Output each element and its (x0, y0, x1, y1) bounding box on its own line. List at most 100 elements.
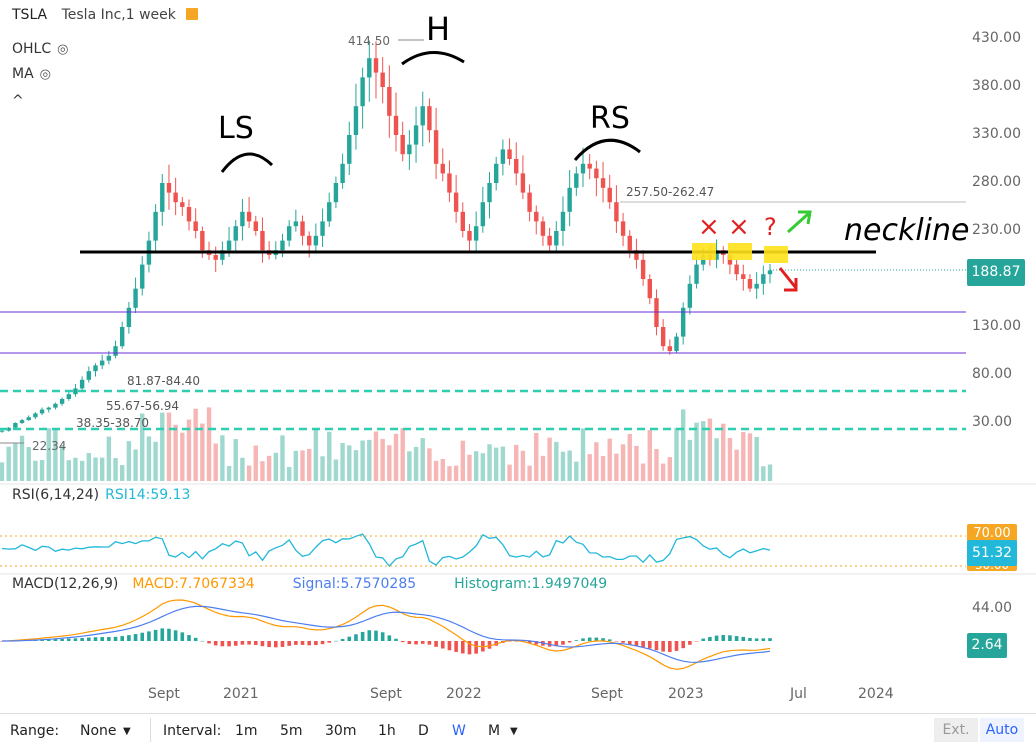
price-tick-label: 80.00 (972, 366, 1013, 382)
volume-bar (153, 441, 158, 481)
interval-d[interactable]: D (418, 723, 429, 739)
eye-hidden-icon[interactable]: ◎ (39, 66, 51, 82)
histogram-bar (207, 641, 211, 644)
histogram-bar (594, 637, 599, 641)
histogram-bar (461, 641, 465, 654)
details-icon[interactable] (186, 8, 199, 20)
collapse-icon[interactable]: ^ (12, 93, 24, 109)
candle-body (120, 327, 125, 347)
ma-indicator[interactable]: MA ◎ (12, 66, 51, 82)
rsi-current-badge: 51.32 (967, 540, 1017, 566)
histogram-bar (233, 641, 238, 646)
volume-bar (26, 447, 31, 481)
volume-bar (734, 449, 739, 481)
histogram-bar (247, 641, 251, 645)
candle-body (226, 240, 232, 251)
chevron-down-icon[interactable]: ▼ (510, 726, 518, 737)
candle-body (500, 149, 506, 164)
interval-30m[interactable]: 30m (325, 723, 357, 739)
price-chart[interactable]: 414.50 257.50-262.47 81.87-84.40 55.67-56.9… (0, 0, 1036, 713)
candle-body (307, 235, 312, 246)
candle-body (460, 211, 465, 231)
volume-bar (173, 424, 178, 481)
volume-bar (507, 464, 512, 481)
candle-body (654, 298, 659, 327)
candle-body (387, 87, 392, 116)
histogram-bar (307, 641, 311, 646)
histogram-bar (173, 630, 178, 641)
macd-label: MACD(12,26,9) (12, 576, 119, 592)
volume-bar (413, 446, 419, 481)
up-arrow (786, 210, 812, 234)
interval-1m[interactable]: 1m (235, 723, 258, 739)
volume-bar (453, 465, 459, 481)
eye-hidden-icon[interactable]: ◎ (57, 41, 69, 57)
volume-bar (73, 457, 78, 481)
interval-w[interactable]: W (452, 723, 466, 739)
symbol-label: TSLA (12, 7, 48, 23)
histogram-bar (728, 635, 732, 641)
rsi-pane (0, 533, 966, 567)
time-tick-label: 2023 (668, 686, 704, 702)
histogram-bar (554, 641, 559, 647)
candle-body (140, 264, 145, 289)
candle-body (754, 283, 759, 289)
candle-body (734, 264, 739, 275)
candle-body (93, 365, 98, 372)
histogram-bar (133, 634, 138, 641)
volume-bar (393, 433, 399, 481)
volume-bar (767, 464, 773, 481)
volume-bar (140, 413, 145, 481)
interval-m[interactable]: M (488, 723, 501, 739)
volume-bar (654, 449, 659, 481)
histogram-bar (147, 631, 151, 641)
candle-body (327, 202, 332, 222)
candle-body (614, 202, 619, 222)
candle-body (741, 274, 746, 279)
x-mark: × (728, 212, 750, 242)
range-select[interactable]: None (80, 723, 117, 739)
candle-body (193, 221, 198, 231)
candle-body (627, 235, 632, 251)
volume-bar (600, 455, 606, 481)
histogram-bar (434, 641, 438, 647)
histogram-bar (741, 636, 746, 641)
candle-body (213, 255, 218, 260)
candle-body (286, 226, 292, 241)
volume-bar (193, 408, 198, 481)
interval-5m[interactable]: 5m (280, 723, 303, 739)
histogram-bar (527, 641, 532, 644)
histogram-bar (607, 639, 612, 641)
volume-bar (6, 446, 11, 481)
volume-bar (206, 407, 212, 481)
candle-body (580, 163, 586, 174)
candle-body (694, 264, 699, 284)
candle-body (520, 173, 526, 193)
histogram-bar (334, 640, 338, 642)
ext-button[interactable]: Ext. (934, 718, 978, 742)
volume-bar (747, 433, 753, 481)
histogram-bar (367, 630, 372, 641)
interval-1h[interactable]: 1h (378, 723, 396, 739)
histogram-bar (113, 636, 118, 641)
candle-body (200, 231, 205, 251)
chevron-down-icon[interactable]: ▼ (123, 726, 131, 737)
ohlc-indicator[interactable]: OHLC ◎ (12, 41, 68, 57)
histogram-bar (681, 641, 685, 649)
auto-button[interactable]: Auto (980, 718, 1024, 742)
candle-body (240, 211, 245, 227)
volume-bar (620, 444, 626, 481)
hand-annotations: 414.50 257.50-262.47 81.87-84.40 55.67-56.9… (0, 10, 969, 453)
volume-bar (420, 438, 425, 481)
histogram-bar (674, 641, 679, 651)
candle-body (761, 274, 766, 284)
volume-bar (93, 457, 98, 481)
volume-bars (0, 407, 773, 481)
histogram-bar (360, 631, 365, 641)
histogram-bar (574, 640, 579, 641)
volume-bar (680, 409, 686, 481)
volume-bar (467, 454, 472, 481)
candle-body (680, 307, 686, 337)
volume-bar (226, 466, 232, 481)
histogram-bar (153, 629, 158, 641)
